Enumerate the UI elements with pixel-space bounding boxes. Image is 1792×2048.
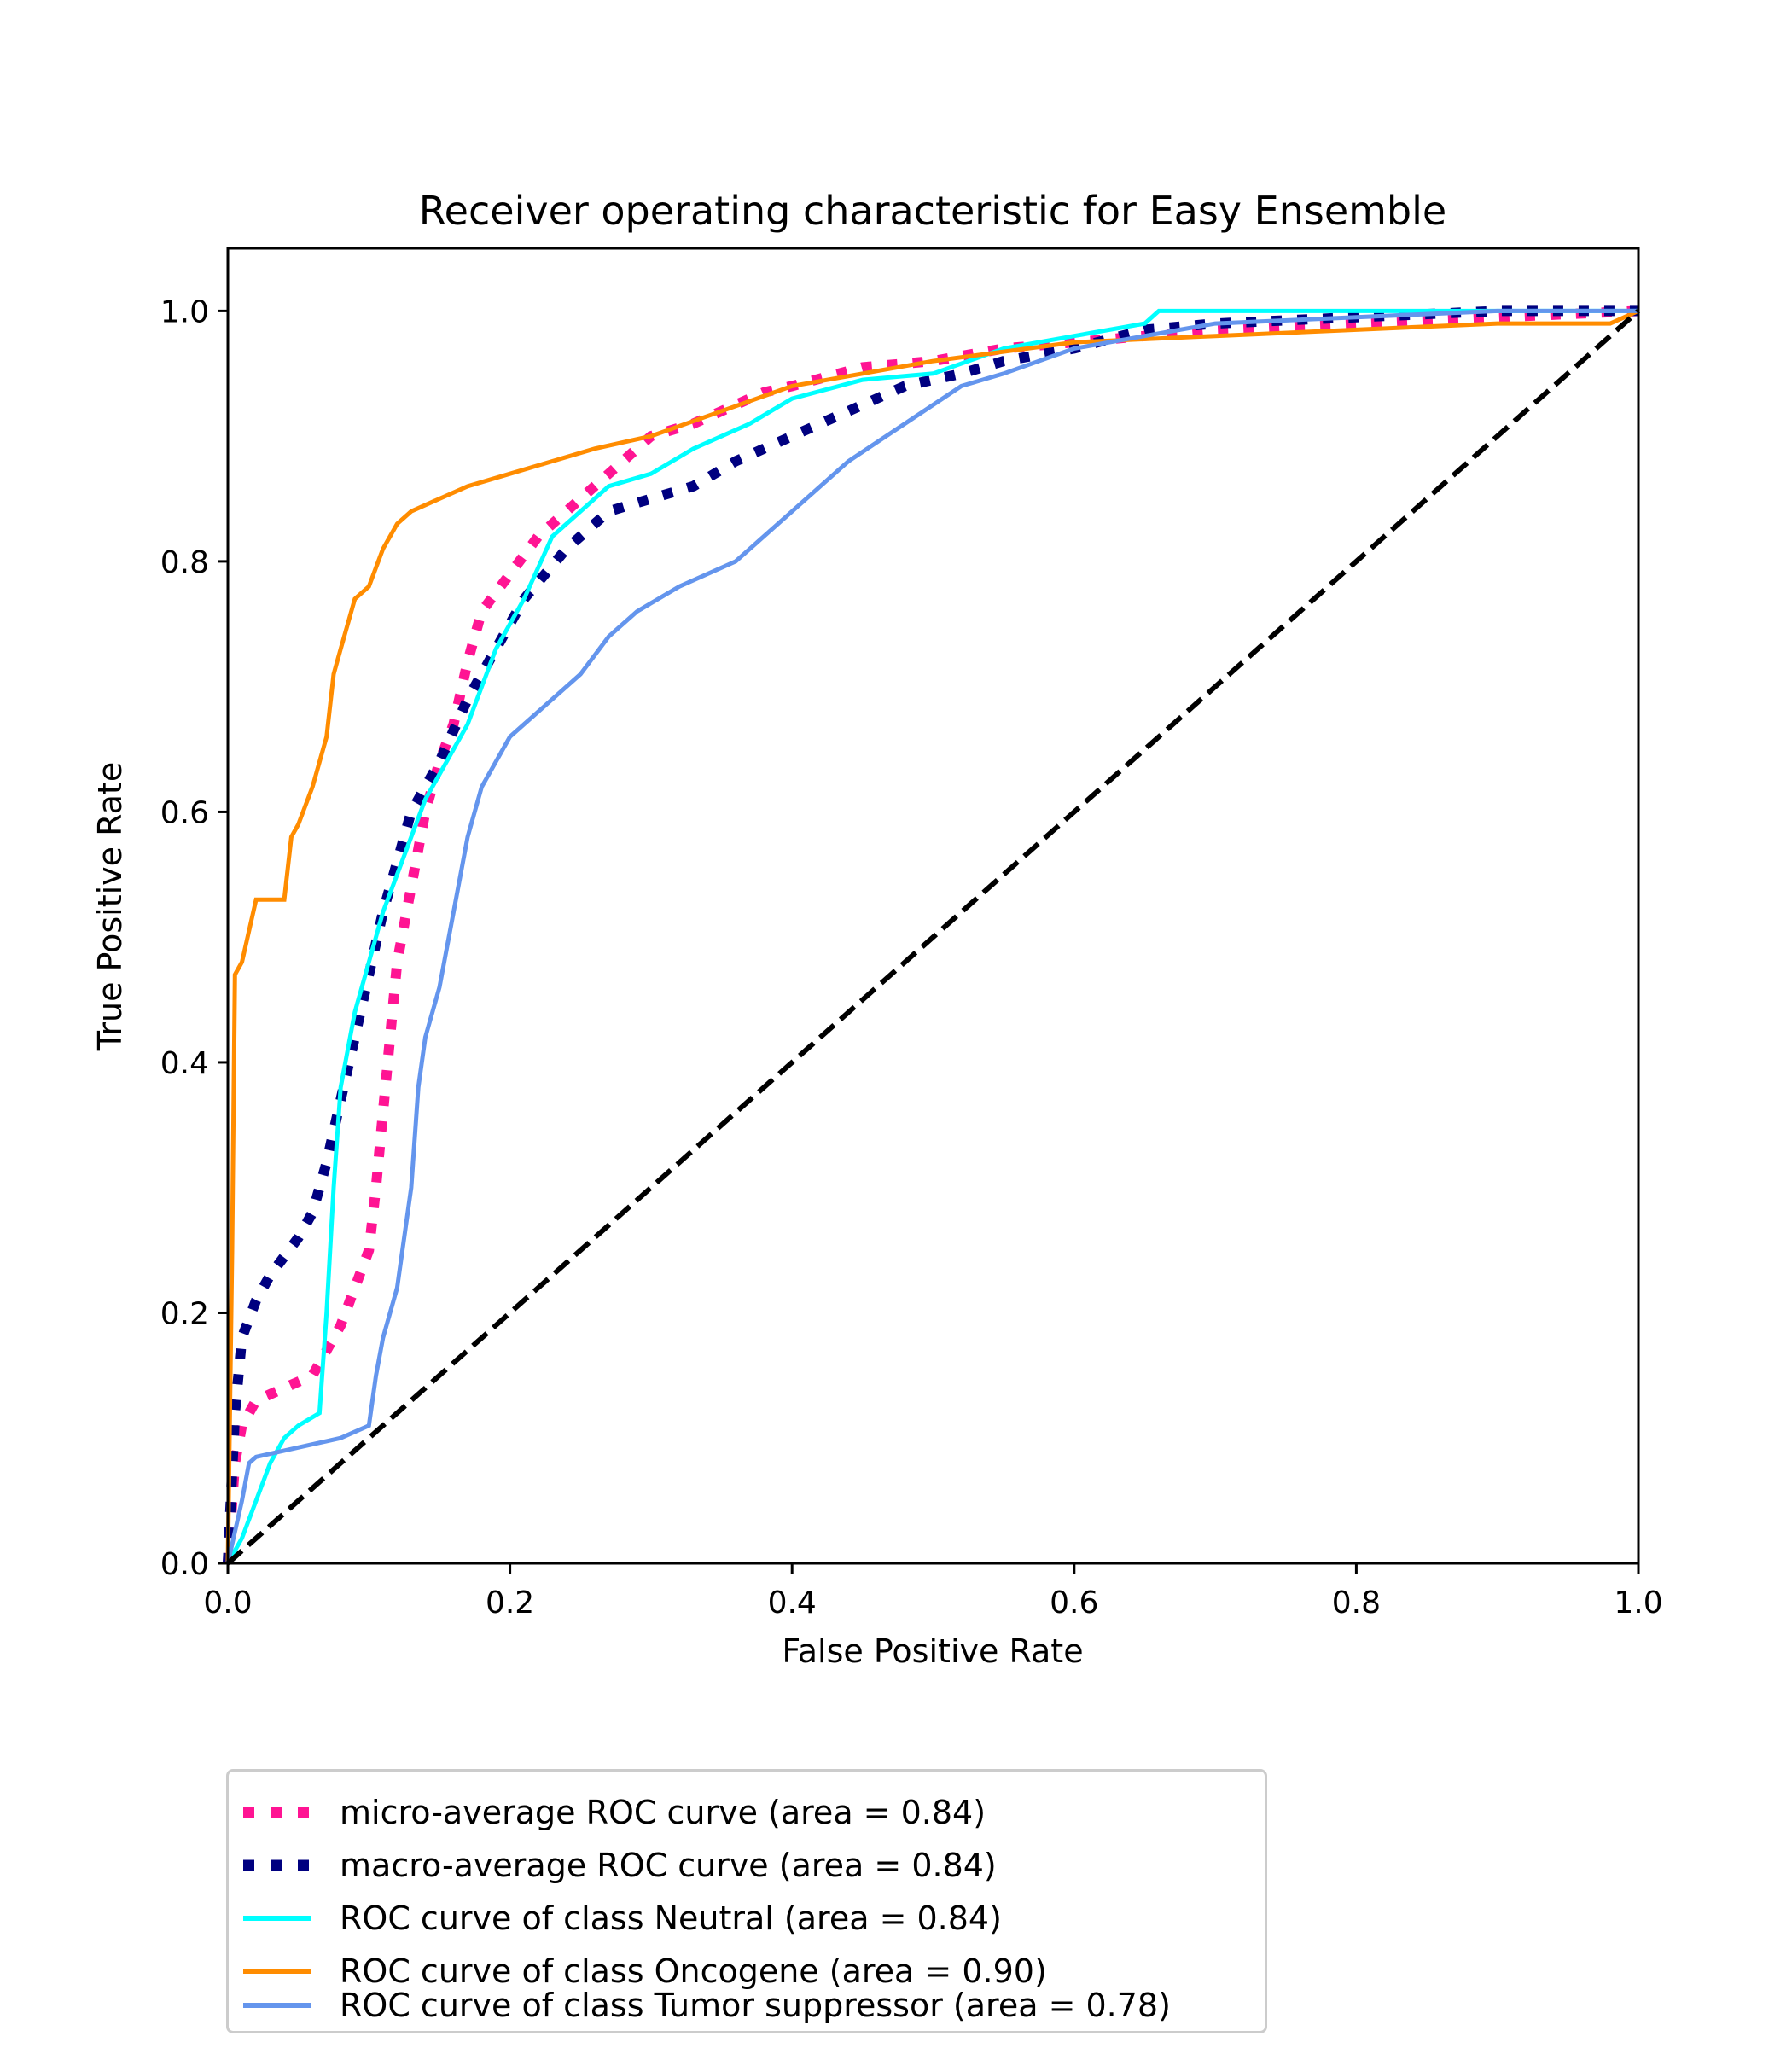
chart-title: Receiver operating characteristic for Ea… [419,188,1446,234]
legend-label: ROC curve of class Oncogene (area = 0.90… [340,1952,1047,1990]
y-tick-label: 0.8 [160,545,209,580]
legend-label: ROC curve of class Neutral (area = 0.84) [340,1900,1002,1937]
legend-swatch-macro-average [243,1859,311,1871]
legend: micro-average ROC curve (area = 0.84) ma… [226,1769,1267,2033]
x-axis-label: False Positive Rate [782,1632,1083,1670]
plot-area [223,305,1640,1566]
plot-frame [226,247,1640,1565]
x-tick-label: 0.8 [1332,1585,1381,1620]
legend-item-micro-average: micro-average ROC curve (area = 0.84) [229,1787,986,1838]
y-tick-label: 0.4 [160,1046,209,1081]
chance-diagonal-line [226,309,1640,1566]
y-tick-label: 1.0 [160,294,209,329]
legend-item-macro-average: macro-average ROC curve (area = 0.84) [229,1840,997,1891]
legend-swatch-oncogene [243,1969,311,1974]
x-tick-label: 1.0 [1614,1585,1662,1620]
y-axis-label: True Positive Rate [91,762,129,1052]
y-tick-label: 0.0 [160,1547,209,1582]
x-axis-ticks: 0.0 0.2 0.4 0.6 0.8 1.0 [203,1563,1663,1620]
legend-label: ROC curve of class Tumor suppressor (are… [340,1987,1171,2024]
y-tick-label: 0.2 [160,1296,209,1331]
x-tick-label: 0.4 [768,1585,817,1620]
legend-item-tumor-suppressor: ROC curve of class Tumor suppressor (are… [229,1980,1171,2031]
legend-item-neutral: ROC curve of class Neutral (area = 0.84) [229,1893,1002,1944]
micro-average-curve [223,305,1639,1564]
x-tick-label: 0.6 [1050,1585,1098,1620]
legend-label: macro-average ROC curve (area = 0.84) [340,1847,997,1884]
y-axis-ticks: 0.0 0.2 0.4 0.6 0.8 1.0 [160,294,228,1582]
legend-swatch-tumor-suppressor [243,2003,311,2008]
tumor-suppressor-curve [225,308,1638,1564]
x-tick-label: 0.2 [486,1585,534,1620]
legend-item-oncogene: ROC curve of class Oncogene (area = 0.90… [229,1946,1047,1997]
oncogene-curve [225,309,1640,1564]
x-tick-label: 0.0 [203,1585,252,1620]
legend-label: micro-average ROC curve (area = 0.84) [340,1794,986,1831]
y-tick-label: 0.6 [160,795,209,830]
neutral-curve [225,308,1638,1565]
legend-swatch-neutral [243,1916,311,1921]
legend-swatch-micro-average [243,1807,311,1818]
